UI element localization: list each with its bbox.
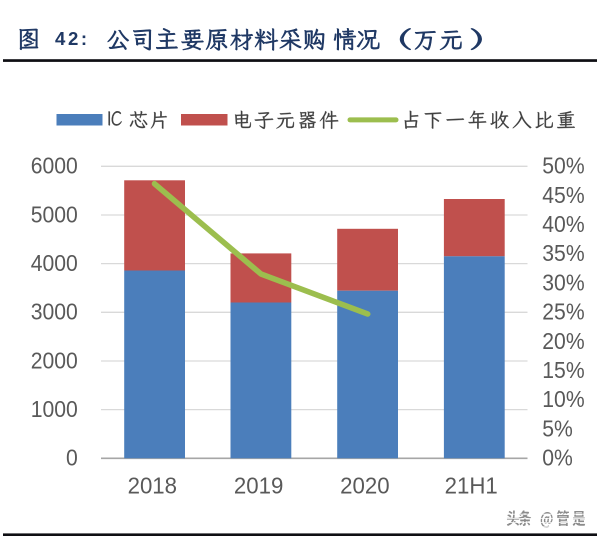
svg-text:20%: 20% [542,328,584,354]
svg-text:6000: 6000 [31,153,78,179]
svg-text:2019: 2019 [234,472,283,499]
svg-text:0%: 0% [542,445,573,471]
svg-text:10%: 10% [542,386,584,412]
svg-text:2018: 2018 [128,472,177,499]
svg-text:40%: 40% [542,211,584,237]
svg-text:45%: 45% [542,182,584,208]
svg-text:30%: 30% [542,270,584,296]
svg-text:5%: 5% [542,416,573,442]
svg-text:0: 0 [66,445,78,471]
svg-text:21H1: 21H1 [445,472,498,499]
svg-text:35%: 35% [542,240,584,266]
svg-text:3000: 3000 [31,299,78,325]
svg-text:1000: 1000 [31,396,78,422]
svg-text:25%: 25% [542,299,584,325]
svg-text:5000: 5000 [31,201,78,227]
svg-text:50%: 50% [542,153,584,179]
svg-text:2020: 2020 [340,472,389,499]
svg-text:2000: 2000 [31,347,78,373]
svg-text:15%: 15% [542,357,584,383]
svg-text:4000: 4000 [31,250,78,276]
svg-text:42:: 42: [55,28,90,49]
